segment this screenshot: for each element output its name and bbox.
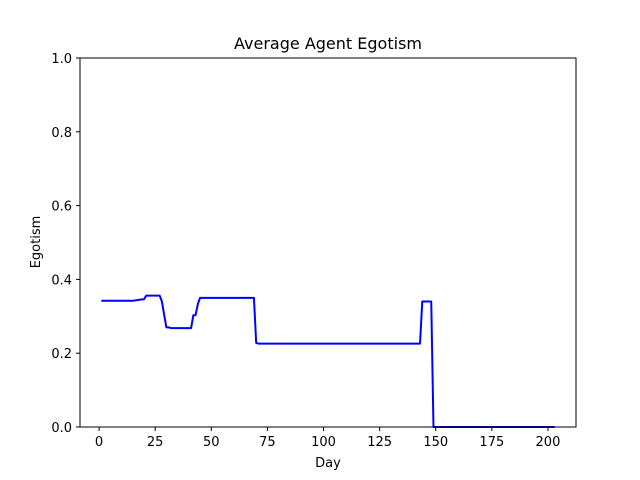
x-tick-label: 175 [479, 435, 504, 450]
y-tick-label: 0.2 [51, 347, 72, 362]
series-line-0 [101, 294, 555, 428]
x-tick-label: 0 [95, 435, 103, 450]
x-tick-label: 50 [203, 435, 220, 450]
y-tick-label: 0.6 [51, 200, 72, 215]
x-tick-label: 150 [423, 435, 448, 450]
chart-title: Average Agent Egotism [234, 34, 422, 53]
x-tick-label: 75 [259, 435, 276, 450]
y-tick-label: 1.0 [51, 52, 72, 67]
y-axis-label: Egotism [29, 216, 44, 269]
y-tick-label: 0.4 [51, 273, 72, 288]
x-axis-label: Day [315, 456, 341, 471]
x-tick-label: 25 [147, 435, 164, 450]
plot-frame [79, 57, 577, 428]
x-tick-label: 200 [536, 435, 561, 450]
y-tick-label: 0.8 [51, 126, 72, 141]
x-tick-label: 125 [367, 435, 392, 450]
x-tick-label: 100 [311, 435, 336, 450]
plot-area: 0 25 50 75 100 125 150 175 200 0.0 0.2 0.4 0.6 0.8 1.0 [51, 52, 577, 450]
y-tick-label: 0.0 [51, 421, 72, 436]
